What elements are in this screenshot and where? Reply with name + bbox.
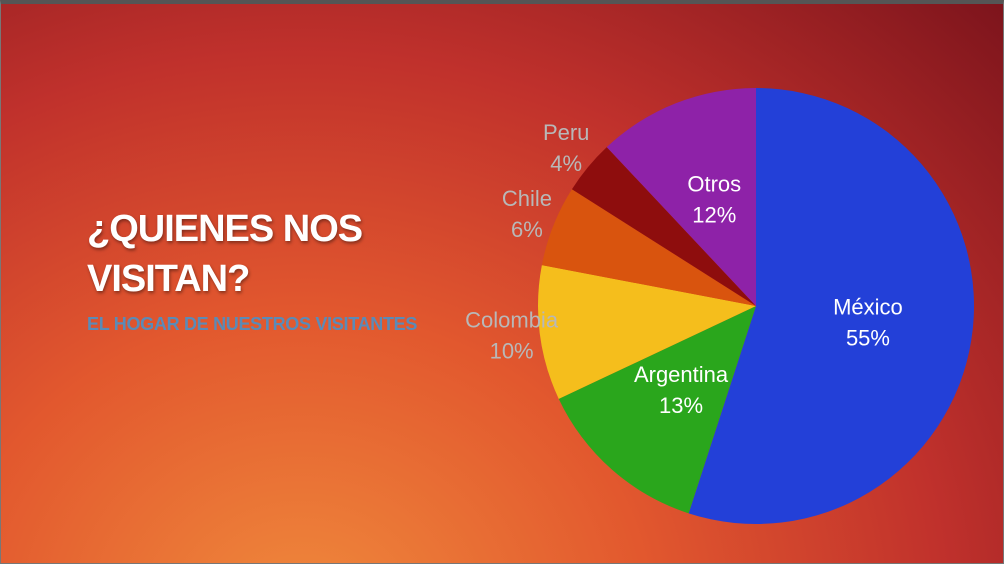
pie-slice: [571, 147, 756, 306]
slice-label: Colombia: [465, 308, 559, 333]
slice-label: Peru: [543, 120, 589, 145]
pie-slice: [688, 88, 974, 524]
slice-label: Argentina: [634, 362, 729, 387]
slide-subtitle: EL HOGAR DE NUESTROS VISITANTES: [87, 314, 418, 334]
slice-value-label: 55%: [846, 326, 890, 351]
slide-title: ¿QUIENES NOS VISITAN?: [87, 208, 363, 300]
slice-label: México: [833, 295, 903, 320]
slice-value-label: 6%: [511, 217, 543, 242]
pie-slice: [606, 88, 756, 306]
pie-slice: [541, 189, 756, 306]
pie-chart: México 55% Argentina 13% Colombia 10% Chile 6% P…: [465, 88, 974, 524]
slice-value-label: 4%: [550, 151, 582, 176]
slice-value-label: 13%: [659, 393, 703, 418]
pie-slice: [538, 265, 756, 399]
slice-label: Otros: [687, 171, 741, 196]
slice-value-label: 10%: [490, 339, 534, 364]
slice-value-label: 12%: [692, 202, 736, 227]
pie-slice: [558, 306, 756, 514]
slice-label: Chile: [502, 186, 552, 211]
